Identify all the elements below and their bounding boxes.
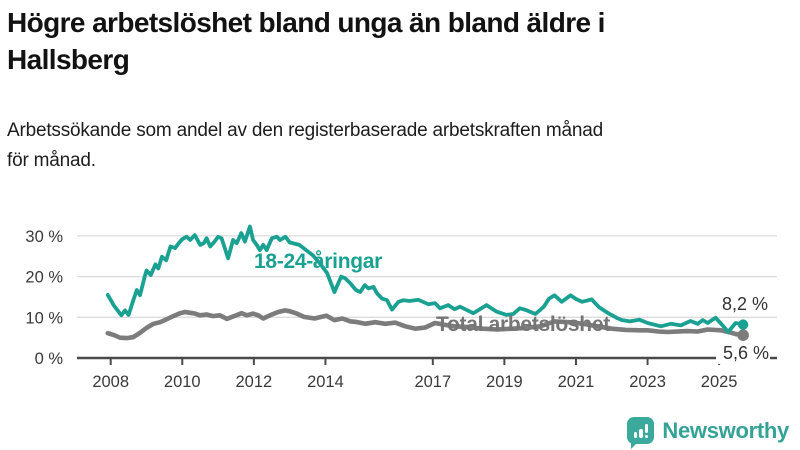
x-tick-label: 2021 <box>558 373 595 391</box>
x-tick-label: 2019 <box>486 373 523 391</box>
x-tick-label: 2010 <box>164 373 201 391</box>
series-end-dot-1 <box>737 329 749 342</box>
x-tick-label: 2008 <box>92 373 129 391</box>
chart-title: Högre arbetslöshet bland unga än bland ä… <box>7 4 793 78</box>
chart-subtitle-line1: Arbetssökande som andel av den registerb… <box>7 120 604 141</box>
y-tick-label: 30 % <box>25 228 63 246</box>
bar-chart-icon <box>633 423 649 438</box>
y-tick-label: 0 % <box>35 350 64 368</box>
series-line-1 <box>105 308 746 341</box>
chart-subtitle-line2: för månad. <box>7 150 96 171</box>
end-value-total: 5,6 % <box>716 343 770 364</box>
chart-area: 2008 2010 2012 2014 2017 2019 2021 2023 2025 0 % 1… <box>0 205 800 410</box>
x-tick-label: 2012 <box>236 373 273 391</box>
x-tick-label: 2017 <box>414 373 451 391</box>
series-label-total: Total arbetslöshet <box>436 313 610 336</box>
end-value-18-24: 8,2 % <box>721 294 768 314</box>
newsworthy-logo: Newsworthy <box>627 417 789 449</box>
chart-title-line1: Högre arbetslöshet bland unga än bland ä… <box>7 7 605 38</box>
y-tick-label: 10 % <box>25 309 63 327</box>
x-tick-label: 2025 <box>701 373 738 391</box>
y-tick-label: 20 % <box>25 269 63 287</box>
exclamation-icon <box>644 423 649 438</box>
x-tick-label: 2023 <box>629 373 666 391</box>
chart-svg: 2008 2010 2012 2014 2017 2019 2021 2023 2025 0 % 1… <box>25 224 777 391</box>
series-label-18-24: 18-24-åringar <box>254 250 382 273</box>
chart-title-line2: Hallsberg <box>7 44 130 75</box>
newsworthy-logo-text: Newsworthy <box>662 417 789 443</box>
newsworthy-logo-icon <box>627 417 655 449</box>
series-line-0 <box>105 224 745 334</box>
chart-subtitle: Arbetssökande som andel av den registerb… <box>7 116 793 176</box>
x-tick-label: 2014 <box>307 373 344 391</box>
series-end-dot-0 <box>737 319 749 330</box>
